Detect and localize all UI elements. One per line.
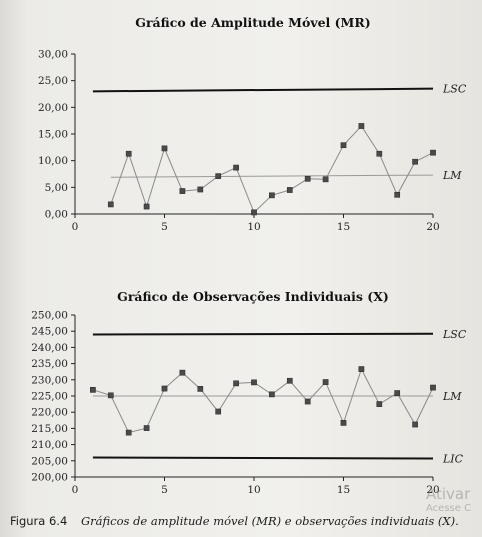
data-point xyxy=(251,209,257,216)
data-point xyxy=(215,173,222,179)
data-point xyxy=(394,191,401,198)
ref-label-lsc: LSC xyxy=(442,328,467,341)
data-point xyxy=(233,380,239,387)
data-point xyxy=(286,377,293,384)
ref-label-lsc: LSC xyxy=(442,83,467,96)
y-tick-label: 30,00 xyxy=(38,49,68,61)
ref-label-lm: LM xyxy=(442,169,462,182)
y-tick-label: 240,00 xyxy=(31,342,68,354)
y-tick-label: 20,00 xyxy=(38,102,68,114)
data-point xyxy=(340,142,347,149)
ref-line-lsc xyxy=(92,332,434,336)
series-line xyxy=(92,367,434,434)
y-tick-label: 220,00 xyxy=(31,407,68,419)
ref-label-lm: LM xyxy=(442,390,462,403)
data-point xyxy=(358,123,365,129)
data-point xyxy=(322,379,329,385)
watermark-line-2: Acesse C xyxy=(426,503,472,514)
ref-line-lic xyxy=(92,456,434,460)
data-point xyxy=(233,164,239,171)
y-tick-label: 10,00 xyxy=(38,155,68,167)
data-point xyxy=(394,390,401,396)
data-point xyxy=(269,192,275,199)
data-point xyxy=(340,420,347,426)
data-point xyxy=(412,421,418,428)
data-point xyxy=(107,392,114,399)
chart-title: Gráfico de Amplitude Móvel (MR) xyxy=(135,15,370,30)
data-point xyxy=(90,386,96,393)
data-point xyxy=(197,186,204,193)
y-tick-label: 5,00 xyxy=(45,182,68,194)
y-tick-label: 230,00 xyxy=(31,374,68,386)
data-point xyxy=(358,366,365,372)
data-point xyxy=(179,369,186,376)
y-tick-label: 15,00 xyxy=(38,129,68,141)
data-point xyxy=(125,150,132,157)
series-line xyxy=(110,125,434,214)
data-point xyxy=(161,145,168,152)
y-tick-label: 25,00 xyxy=(38,75,68,87)
individual-observations-chart: Gráfico de Observações Individuais (X) 2… xyxy=(31,289,467,496)
y-tick-label: 250,00 xyxy=(31,310,68,322)
x-tick-label: 10 xyxy=(247,221,260,233)
x-tick-label: 0 xyxy=(72,221,79,233)
data-point xyxy=(125,429,132,436)
data-point xyxy=(286,187,293,193)
x-tick-label: 15 xyxy=(337,221,350,233)
data-point xyxy=(412,158,418,165)
data-point xyxy=(197,386,204,392)
data-point xyxy=(322,176,329,183)
chart-title: Gráfico de Observações Individuais (X) xyxy=(117,289,389,304)
data-point xyxy=(269,391,275,398)
data-point xyxy=(251,379,257,386)
data-point xyxy=(430,384,436,391)
caption-text: Gráficos de amplitude móvel (MR) e obser… xyxy=(80,514,459,528)
data-point xyxy=(304,175,311,182)
x-tick-label: 15 xyxy=(337,484,350,496)
data-point xyxy=(161,385,168,392)
data-point xyxy=(304,398,311,405)
x-tick-label: 20 xyxy=(426,221,439,233)
moving-range-chart: Gráfico de Amplitude Móvel (MR) 0,00 5,00… xyxy=(38,15,467,233)
x-tick-label: 10 xyxy=(247,484,260,496)
figure-caption: Figura 6.4 Gráficos de amplitude móvel (… xyxy=(10,514,459,528)
y-tick-label: 215,00 xyxy=(31,423,68,435)
data-point xyxy=(143,203,150,210)
y-tick-label: 205,00 xyxy=(31,455,68,467)
ref-label-lic: LIC xyxy=(442,453,464,466)
data-point xyxy=(430,149,436,156)
y-tick-label: 245,00 xyxy=(31,326,68,338)
data-point xyxy=(376,401,383,407)
ref-line-lsc xyxy=(92,87,434,93)
data-point xyxy=(143,425,150,431)
data-point xyxy=(376,150,383,157)
y-tick-label: 200,00 xyxy=(31,472,68,484)
data-point xyxy=(179,188,186,194)
activation-watermark: Ativar Acesse C xyxy=(426,487,482,516)
x-tick-label: 5 xyxy=(161,221,168,233)
x-tick-label: 20 xyxy=(426,484,439,496)
ref-line-lm xyxy=(110,174,434,178)
watermark-line-1: Ativar xyxy=(426,487,471,503)
x-tick-label: 0 xyxy=(72,484,79,496)
y-tick-label: 225,00 xyxy=(31,391,68,403)
figure-number: Figura 6.4 xyxy=(10,514,68,528)
data-point xyxy=(215,408,222,415)
y-tick-label: 210,00 xyxy=(31,439,68,451)
y-tick-label: 0,00 xyxy=(45,209,68,221)
y-tick-label: 235,00 xyxy=(31,358,68,370)
x-tick-label: 5 xyxy=(161,484,168,496)
data-point xyxy=(107,201,114,208)
